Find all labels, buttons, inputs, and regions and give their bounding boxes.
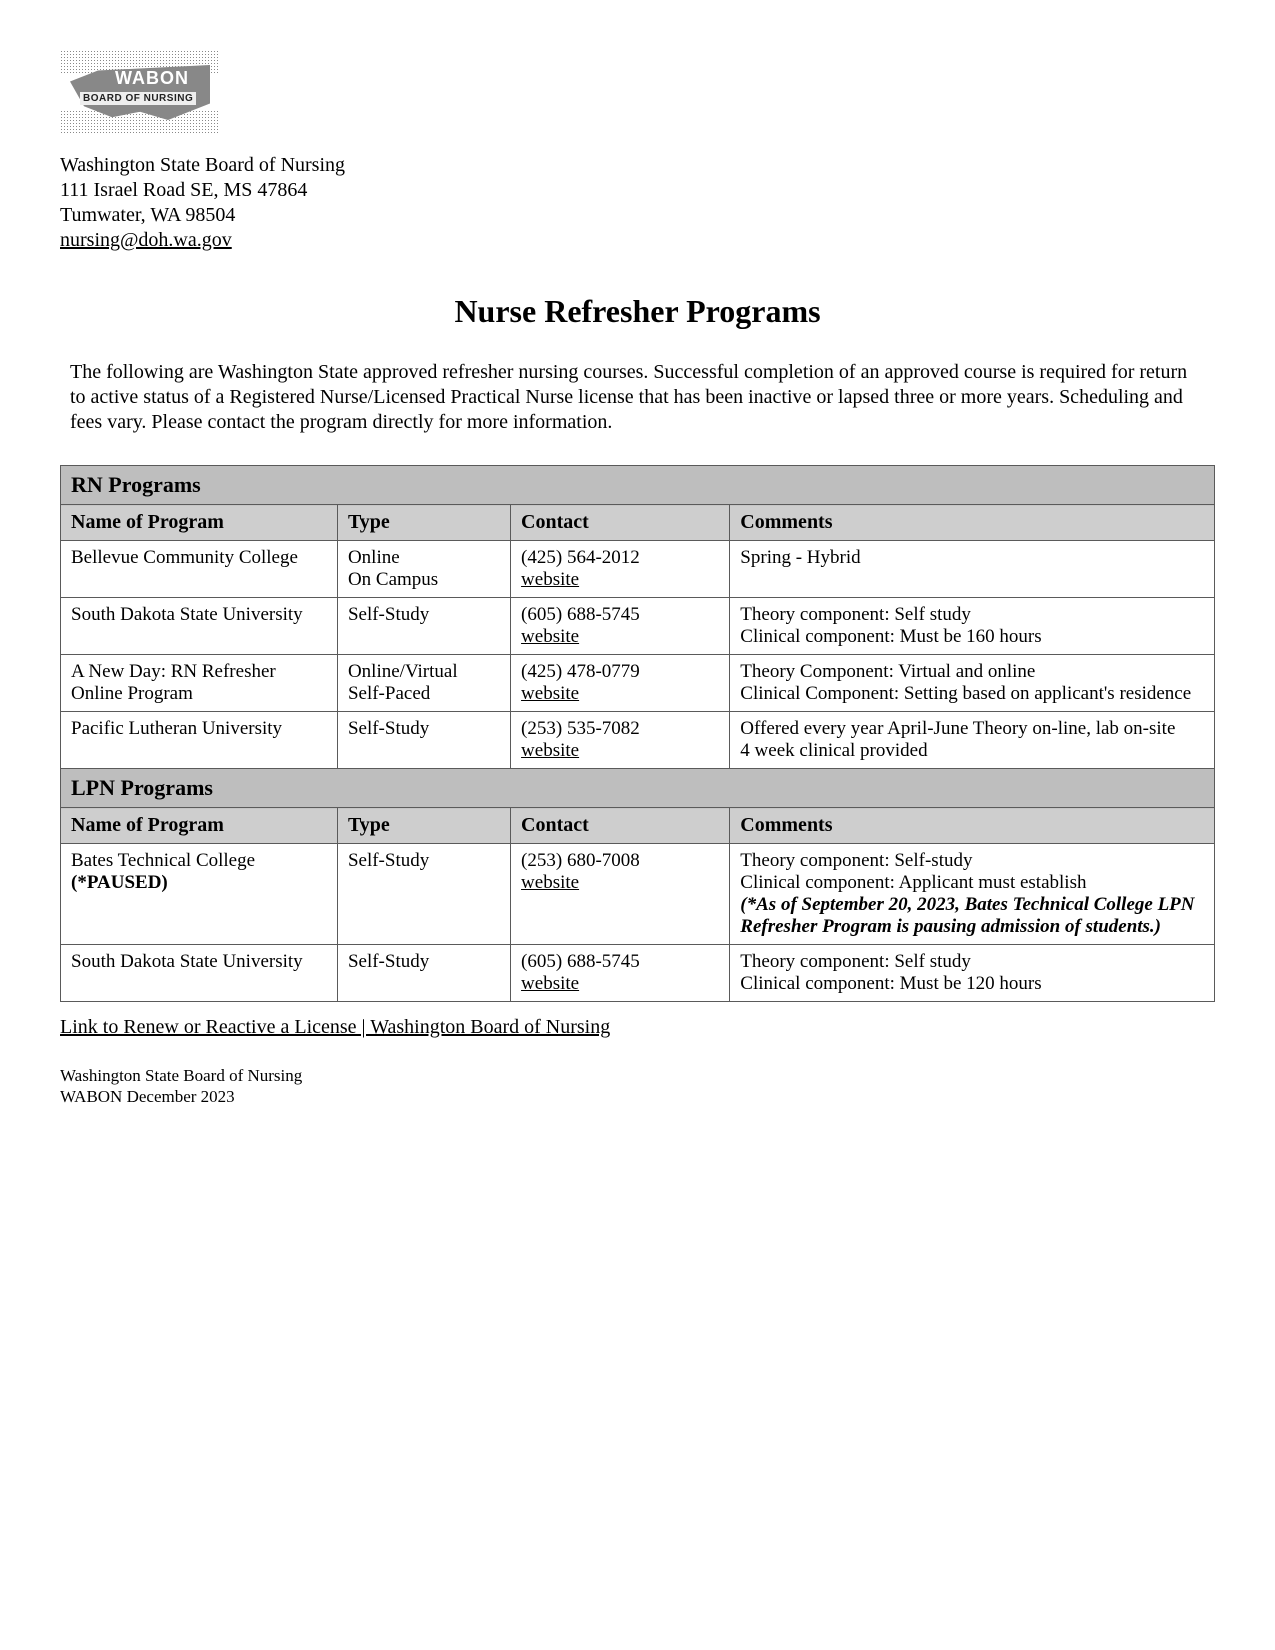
cell-type: Self-Study — [337, 712, 510, 769]
address-line-2: Tumwater, WA 98504 — [60, 203, 1215, 228]
table-row: South Dakota State UniversitySelf-Study(… — [61, 945, 1215, 1002]
cell-contact: (253) 680-7008website — [511, 844, 730, 945]
column-header-row: Name of ProgramTypeContactComments — [61, 808, 1215, 844]
section-header-row: RN Programs — [61, 466, 1215, 505]
cell-contact: (253) 535-7082website — [511, 712, 730, 769]
table-row: Bellevue Community CollegeOnlineOn Campu… — [61, 541, 1215, 598]
cell-contact: (425) 478-0779website — [511, 655, 730, 712]
logo-block: WABON BOARD OF NURSING — [60, 50, 1215, 145]
column-header-type: Type — [337, 505, 510, 541]
address-block: Washington State Board of Nursing 111 Is… — [60, 153, 1215, 253]
cell-type: Self-Study — [337, 945, 510, 1002]
column-header-row: Name of ProgramTypeContactComments — [61, 505, 1215, 541]
cell-program-name: Bates Technical College(*PAUSED) — [61, 844, 338, 945]
cell-program-name: Bellevue Community College — [61, 541, 338, 598]
document-page: WABON BOARD OF NURSING Washington State … — [0, 0, 1275, 1148]
wabon-logo: WABON BOARD OF NURSING — [60, 50, 220, 145]
column-header-name: Name of Program — [61, 808, 338, 844]
column-header-name: Name of Program — [61, 505, 338, 541]
logo-text-wabon: WABON — [115, 68, 189, 89]
cell-comments: Offered every year April-June Theory on-… — [730, 712, 1215, 769]
cell-type: Self-Study — [337, 844, 510, 945]
cell-comments: Theory Component: Virtual and onlineClin… — [730, 655, 1215, 712]
column-header-comments: Comments — [730, 808, 1215, 844]
cell-type: Self-Study — [337, 598, 510, 655]
footer: Washington State Board of Nursing WABON … — [60, 1065, 1215, 1108]
programs-table: RN ProgramsName of ProgramTypeContactCom… — [60, 465, 1215, 1002]
table-row: Pacific Lutheran UniversitySelf-Study(25… — [61, 712, 1215, 769]
column-header-comments: Comments — [730, 505, 1215, 541]
website-link[interactable]: website — [521, 973, 579, 994]
table-row: A New Day: RN Refresher Online ProgramOn… — [61, 655, 1215, 712]
cell-contact: (605) 688-5745website — [511, 945, 730, 1002]
pause-note: (*As of September 20, 2023, Bates Techni… — [740, 894, 1194, 937]
cell-comments: Spring - Hybrid — [730, 541, 1215, 598]
website-link[interactable]: website — [521, 569, 579, 590]
website-link[interactable]: website — [521, 740, 579, 761]
website-link[interactable]: website — [521, 872, 579, 893]
cell-comments: Theory component: Self-studyClinical com… — [730, 844, 1215, 945]
renew-license-link[interactable]: Link to Renew or Reactive a License | Wa… — [60, 1016, 1215, 1039]
table-row: Bates Technical College(*PAUSED)Self-Stu… — [61, 844, 1215, 945]
cell-contact: (605) 688-5745website — [511, 598, 730, 655]
intro-paragraph: The following are Washington State appro… — [70, 360, 1205, 435]
website-link[interactable]: website — [521, 683, 579, 704]
cell-program-name: A New Day: RN Refresher Online Program — [61, 655, 338, 712]
footer-line-2: WABON December 2023 — [60, 1086, 1215, 1107]
footer-line-1: Washington State Board of Nursing — [60, 1065, 1215, 1086]
section-title: RN Programs — [61, 466, 1215, 505]
cell-contact: (425) 564-2012website — [511, 541, 730, 598]
table-row: South Dakota State UniversitySelf-Study(… — [61, 598, 1215, 655]
section-title: LPN Programs — [61, 769, 1215, 808]
cell-comments: Theory component: Self studyClinical com… — [730, 598, 1215, 655]
column-header-type: Type — [337, 808, 510, 844]
column-header-contact: Contact — [511, 808, 730, 844]
paused-label: (*PAUSED) — [71, 872, 168, 893]
cell-program-name: Pacific Lutheran University — [61, 712, 338, 769]
cell-comments: Theory component: Self studyClinical com… — [730, 945, 1215, 1002]
logo-text-board: BOARD OF NURSING — [80, 92, 196, 105]
cell-type: OnlineOn Campus — [337, 541, 510, 598]
address-line-1: 111 Israel Road SE, MS 47864 — [60, 178, 1215, 203]
column-header-contact: Contact — [511, 505, 730, 541]
email-link[interactable]: nursing@doh.wa.gov — [60, 229, 232, 251]
cell-type: Online/VirtualSelf-Paced — [337, 655, 510, 712]
cell-program-name: South Dakota State University — [61, 945, 338, 1002]
page-title: Nurse Refresher Programs — [60, 293, 1215, 330]
section-header-row: LPN Programs — [61, 769, 1215, 808]
website-link[interactable]: website — [521, 626, 579, 647]
org-name: Washington State Board of Nursing — [60, 153, 1215, 178]
cell-program-name: South Dakota State University — [61, 598, 338, 655]
